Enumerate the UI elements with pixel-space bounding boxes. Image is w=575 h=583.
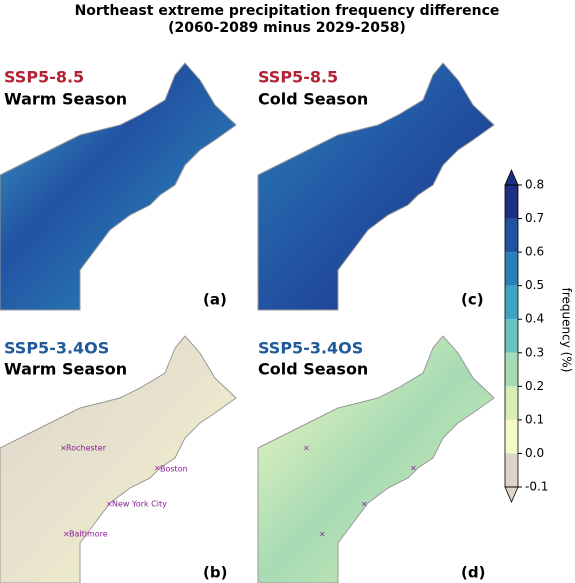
colorbar-tick-label: -0.1 — [525, 480, 548, 494]
colorbar-extend — [504, 168, 519, 186]
colorbar-tick-label: 0.1 — [525, 412, 544, 426]
panel-label: (c) — [461, 291, 484, 309]
title: Northeast extreme precipitation frequenc… — [75, 3, 500, 19]
colorbar-tick-label: 0.4 — [525, 312, 544, 326]
panel-label: (d) — [461, 564, 485, 582]
season: Cold Season — [258, 360, 368, 379]
colorbar-tick-label: 0.7 — [525, 211, 544, 225]
colorbar-bin — [505, 285, 518, 320]
city-marker: × — [410, 464, 417, 473]
city-label: Baltimore — [69, 530, 108, 539]
city-marker: × — [60, 444, 67, 453]
city-label: Boston — [160, 465, 188, 474]
season: Cold Season — [258, 90, 368, 109]
city-label: Rochester — [66, 444, 107, 453]
city-label: New York City — [112, 500, 167, 509]
map-panel: SSP5-3.4OS Cold Season (d) × × × × — [257, 335, 495, 583]
colorbar-bin — [505, 252, 518, 286]
colorbar-tick-label: 0.0 — [525, 446, 544, 460]
map-panel: SSP5-8.5 Warm Season (a) — [0, 62, 237, 311]
colorbar-bin — [505, 386, 518, 420]
season: Warm Season — [4, 90, 127, 109]
colorbar-extend — [504, 486, 519, 504]
city-marker: × — [319, 530, 326, 539]
map-panel: SSP5-8.5 Cold Season (c) — [257, 62, 495, 311]
map-panel: SSP5-3.4OS Warm Season (b) × Rochester ×… — [0, 335, 237, 583]
colorbar-frame — [504, 184, 519, 488]
colorbar-bin — [505, 352, 518, 387]
colorbar-tick-label: 0.6 — [525, 245, 544, 259]
colorbar-bin — [505, 453, 518, 487]
colorbar-bin — [505, 419, 518, 454]
season: Warm Season — [4, 360, 127, 379]
colorbar-bin — [505, 319, 518, 353]
panel-label: (a) — [203, 291, 227, 309]
colorbar: -0.1 0.0 0.1 0.2 0.3 0.4 0.5 0.6 0.7 0.8 — [504, 168, 548, 504]
colorbar-tick-label: 0.5 — [525, 278, 544, 292]
scenario: SSP5-8.5 — [4, 68, 84, 87]
city-marker: × — [154, 464, 161, 473]
scenario: SSP5-3.4OS — [4, 339, 109, 358]
colorbar-label: frequency (%) — [560, 288, 574, 373]
colorbar-tick-label: 0.2 — [525, 379, 544, 393]
city-marker: × — [303, 444, 310, 453]
city-marker: × — [361, 500, 368, 509]
scenario: SSP5-3.4OS — [258, 339, 363, 358]
city-marker: × — [106, 500, 113, 509]
scenario: SSP5-8.5 — [258, 68, 338, 87]
panel-label: (b) — [203, 564, 227, 582]
colorbar-tick-label: 0.3 — [525, 345, 544, 359]
colorbar-bin — [505, 218, 518, 253]
colorbar-bin — [505, 185, 518, 219]
colorbar-tick-label: 0.8 — [525, 178, 544, 192]
city-marker: × — [63, 530, 70, 539]
subtitle: (2060-2089 minus 2029-2058) — [168, 20, 406, 36]
